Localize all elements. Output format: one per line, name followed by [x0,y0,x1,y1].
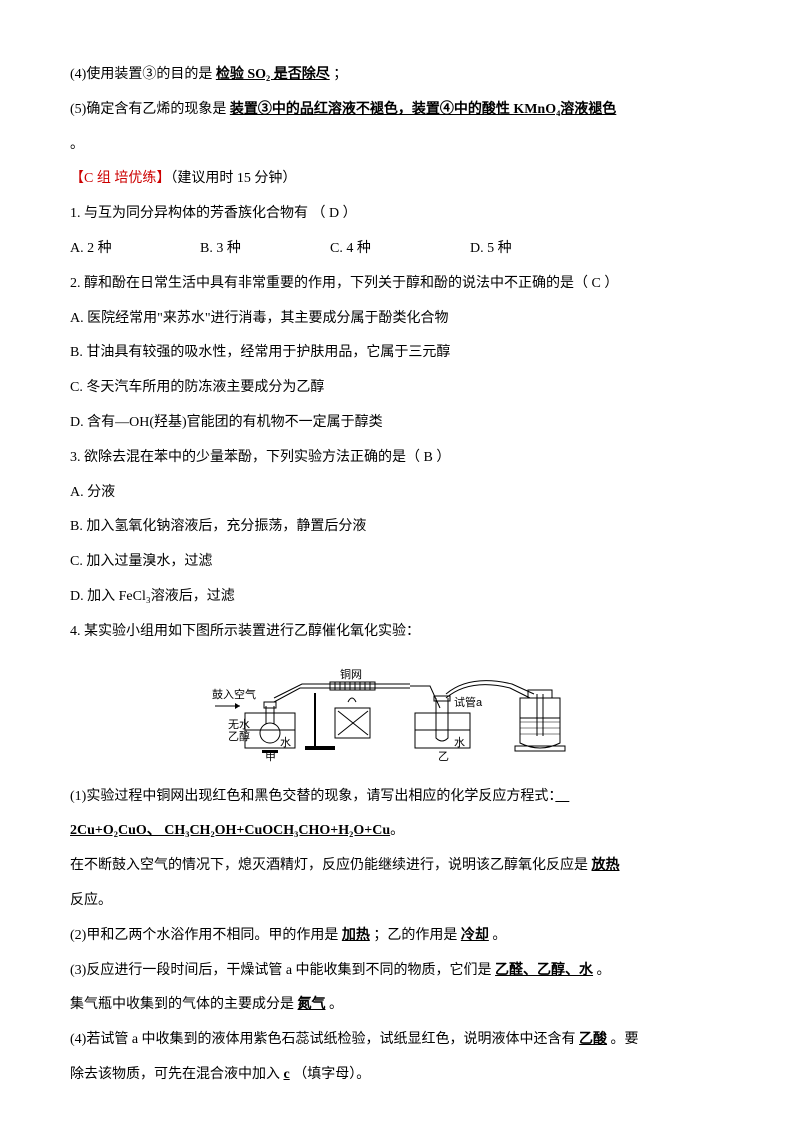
p4-s1-line1: (1)实验过程中铜网出现红色和黑色交替的现象，请写出相应的化学反应方程式： [70,782,730,813]
p4-s3-line2: 集气瓶中收集到的气体的主要成分是 氮气 。 [70,990,730,1021]
p4-s3-end2: 。 [329,997,343,1012]
q5-prefix: (5)确定含有乙烯的现象是 [70,102,226,117]
diag-tube-label: 试管a [454,695,483,709]
diag-water2-label: 水 [454,736,465,749]
p4-s4-mid: 。要 [611,1032,639,1047]
p4-s4-end: （填字母）。 [293,1067,370,1082]
p4-s3-l2: 集气瓶中收集到的气体的主要成分是 [70,997,294,1012]
p3-stem: 3. 欲除去混在苯中的少量苯酚，下列实验方法正确的是（ B ） [70,443,730,474]
p4-s4-pre: (4)若试管 a 中收集到的液体用紫色石蕊试纸检验，试纸显红色，说明液体中还含有 [70,1032,576,1047]
section-note: （建议用时 15 分钟） [170,171,296,186]
q4-prefix: (4)使用装置③的目的是 [70,67,212,82]
p1-stem: 1. 与互为同分异构体的芳香族化合物有 （ D ） [70,199,730,230]
p4-s3-end1: 。 [597,963,611,978]
p2-b: B. 甘油具有较强的吸水性，经常用于护肤用品，它属于三元醇 [70,338,730,369]
q5-answer: 装置③中的品红溶液不褪色，装置④中的酸性 KMnO₄溶液褪色 [230,102,616,117]
p4-s1-ans2: 放热 [592,858,620,873]
diag-cu-label: 铜网 [340,667,362,681]
p4-s3-a2: 氮气 [298,997,326,1012]
p2-c: C. 冬天汽车所用的防冻液主要成分为乙醇 [70,373,730,404]
p4-s1-pre: (1)实验过程中铜网出现红色和黑色交替的现象，请写出相应的化学反应方程式： [70,789,555,804]
diag-air-label: 鼓入空气 [212,687,256,701]
p1-options: A. 2 种 B. 3 种 C. 4 种 D. 5 种 [70,234,730,265]
q4-answer: 检验 SO₂ 是否除尽 [216,67,330,82]
section-label: 【C 组 培优练】 [70,171,170,186]
p4-s3-line1: (3)反应进行一段时间后，干燥试管 a 中能收集到不同的物质，它们是 乙醛、乙醇… [70,956,730,987]
p3-d: D. 加入 FeCl₃溶液后，过滤 [70,582,730,613]
p1-opt-d: D. 5 种 [470,234,590,265]
p4-s1-l2a: 在不断鼓入空气的情况下，熄灭酒精灯，反应仍能继续进行，说明该乙醇氧化反应是 [70,858,588,873]
q5-line: (5)确定含有乙烯的现象是 装置③中的品红溶液不褪色，装置④中的酸性 KMnO₄… [70,95,730,126]
p4-stem: 4. 某实验小组用如下图所示装置进行乙醇催化氧化实验： [70,617,730,648]
p4-s1-eqend: 。 [390,823,404,838]
p1-opt-c: C. 4 种 [330,234,470,265]
p4-s3-pre: (3)反应进行一段时间后，干燥试管 a 中能收集到不同的物质，它们是 [70,963,492,978]
p4-s1-line3: 反应。 [70,886,730,917]
q4-line: (4)使用装置③的目的是 检验 SO₂ 是否除尽 ； [70,60,730,91]
p3-c: C. 加入过量溴水，过滤 [70,547,730,578]
p4-s4-a1: 乙酸 [579,1032,607,1047]
diag-ethanol-label2: 乙醇 [228,729,250,743]
diag-ethanol-label: 无水 [228,718,250,731]
p1-opt-b: B. 3 种 [200,234,330,265]
p2-stem: 2. 醇和酚在日常生活中具有非常重要的作用，下列关于醇和酚的说法中不正确的是（ … [70,269,730,300]
p4-s4-line1: (4)若试管 a 中收集到的液体用紫色石蕊试纸检验，试纸显红色，说明液体中还含有… [70,1025,730,1056]
p2-a: A. 医院经常用"来苏水"进行消毒，其主要成分属于酚类化合物 [70,304,730,335]
p4-s4-line2: 除去该物质，可先在混合液中加入 c （填字母）。 [70,1060,730,1091]
p4-s4-a2: c [284,1067,290,1082]
p4-s1-blank [555,789,569,804]
p4-s1-line2: 在不断鼓入空气的情况下，熄灭酒精灯，反应仍能继续进行，说明该乙醇氧化反应是 放热 [70,851,730,882]
p4-s1-equation: 2Cu+O₂CuO、 CH₃CH₂OH+CuOCH₃CHO+H₂O+Cu [70,823,390,838]
diag-water1-label: 水 [280,736,291,749]
p3-a: A. 分液 [70,478,730,509]
section-header: 【C 组 培优练】（建议用时 15 分钟） [70,164,730,195]
p2-d: D. 含有—OH(羟基)官能团的有机物不一定属于醇类 [70,408,730,439]
p4-s2-a2: 冷却 [461,928,489,943]
p4-s2-a1: 加热 [342,928,370,943]
experiment-diagram: 鼓入空气 无水 乙醇 水 甲 铜网 [70,658,730,768]
p4-s2-end: 。 [492,928,506,943]
p4-s1-eq: 2Cu+O₂CuO、 CH₃CH₂OH+CuOCH₃CHO+H₂O+Cu。 [70,816,730,847]
p4-s2: (2)甲和乙两个水浴作用不相同。甲的作用是 加热 ；乙的作用是 冷却 。 [70,921,730,952]
p4-s2-mid: ；乙的作用是 [373,928,457,943]
q5-period: 。 [70,130,730,161]
p1-opt-a: A. 2 种 [70,234,200,265]
p4-s2-pre: (2)甲和乙两个水浴作用不相同。甲的作用是 [70,928,338,943]
q4-suffix: ； [333,67,347,82]
diag-yi-label: 乙 [438,750,449,763]
p4-s4-l2: 除去该物质，可先在混合液中加入 [70,1067,280,1082]
p3-b: B. 加入氢氧化钠溶液后，充分振荡，静置后分液 [70,512,730,543]
p4-s3-a1: 乙醛、乙醇、水 [495,963,593,978]
